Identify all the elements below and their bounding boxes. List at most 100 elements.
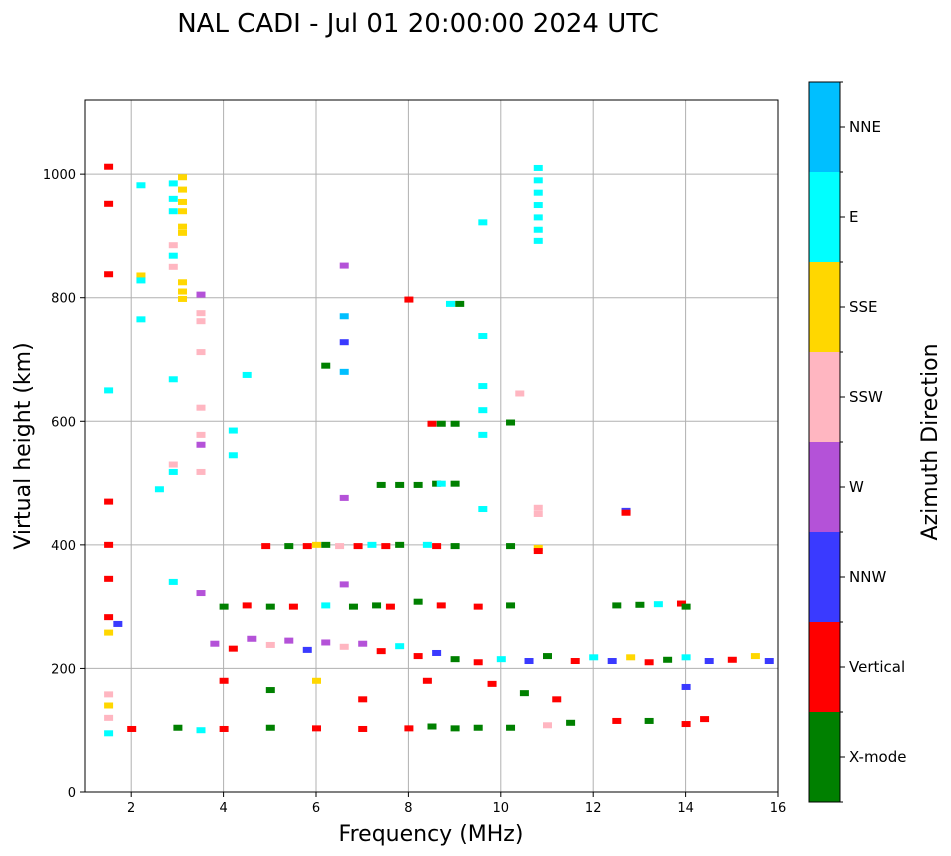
- x-tick-label-0: 2: [127, 801, 135, 816]
- echo-point-22: [168, 242, 178, 249]
- echo-point-50: [339, 262, 349, 269]
- echo-point-132: [413, 653, 423, 660]
- echo-point-139: [570, 658, 580, 665]
- echo-point-26: [168, 461, 178, 468]
- echo-point-14: [136, 182, 146, 189]
- echo-point-60: [478, 219, 488, 226]
- colorbar-swatch-w: [809, 442, 840, 532]
- echo-point-124: [265, 641, 275, 648]
- echo-point-117: [635, 601, 645, 608]
- echo-point-119: [676, 600, 686, 607]
- x-tick-label-2: 6: [312, 801, 320, 816]
- echo-point-133: [432, 649, 442, 656]
- echo-point-11: [104, 714, 114, 721]
- echo-point-19: [168, 180, 178, 187]
- echo-point-110: [372, 602, 382, 609]
- y-tick-label-3: 600: [51, 415, 76, 430]
- echo-point-118: [653, 601, 663, 608]
- echo-point-75: [533, 237, 543, 244]
- echo-point-113: [436, 602, 446, 609]
- echo-point-101: [422, 541, 432, 548]
- echo-point-12: [104, 730, 114, 737]
- echo-point-7: [104, 614, 114, 621]
- colorbar-tick-label-5: SSE: [849, 298, 878, 316]
- echo-point-165: [358, 725, 368, 732]
- echo-point-88: [450, 480, 460, 487]
- echo-point-138: [543, 653, 552, 660]
- echo-point-76: [533, 504, 543, 511]
- y-axis-ticks: 0 200 400 600 800 1000: [43, 168, 85, 801]
- echo-point-72: [533, 202, 543, 209]
- echo-point-154: [422, 677, 432, 684]
- echo-point-166: [404, 725, 414, 732]
- echo-point-66: [515, 390, 525, 397]
- echo-point-127: [321, 639, 331, 646]
- colorbar-label: Azimuth Direction: [918, 343, 943, 540]
- y-tick-label-2: 400: [51, 539, 76, 554]
- colorbar-swatch-nnw: [809, 532, 840, 622]
- echo-point-99: [381, 543, 391, 550]
- echo-point-141: [607, 658, 617, 665]
- colorbar-tick-label-1: Vertical: [849, 658, 905, 676]
- grid-lines: [85, 100, 779, 793]
- echo-point-150: [219, 677, 229, 684]
- echo-point-153: [358, 696, 368, 703]
- echo-point-54: [321, 362, 331, 369]
- echo-point-78: [533, 544, 543, 551]
- echo-point-63: [478, 407, 488, 414]
- echo-point-152: [312, 677, 321, 684]
- echo-point-92: [284, 543, 294, 550]
- echo-point-164: [312, 725, 321, 732]
- echo-point-91: [261, 543, 271, 550]
- echo-point-167: [427, 723, 437, 730]
- echo-point-147: [727, 656, 737, 663]
- echo-point-24: [168, 263, 178, 270]
- echo-point-142: [626, 654, 636, 661]
- echo-points: [104, 163, 774, 737]
- y-tick-label-1: 200: [51, 662, 76, 677]
- echo-point-10: [104, 702, 114, 709]
- echo-point-95: [321, 541, 331, 548]
- echo-point-58: [445, 300, 455, 307]
- echo-point-44: [196, 441, 206, 448]
- echo-point-130: [376, 648, 386, 655]
- colorbar-tick-label-6: E: [849, 208, 858, 226]
- echo-point-93: [302, 543, 312, 550]
- echo-point-36: [178, 288, 188, 295]
- echo-point-137: [524, 658, 534, 665]
- colorbar-tick-label-0: X-mode: [849, 748, 906, 766]
- colorbar-frame: [808, 81, 841, 803]
- echo-point-106: [265, 603, 275, 610]
- echo-point-83: [376, 481, 386, 488]
- echo-point-159: [127, 725, 137, 732]
- echo-point-23: [168, 252, 178, 259]
- x-tick-label-4: 10: [493, 801, 510, 816]
- echo-point-90: [621, 509, 631, 516]
- echo-point-17: [136, 316, 146, 323]
- echo-point-1: [104, 200, 114, 207]
- echo-point-163: [265, 724, 275, 731]
- echo-point-128: [339, 643, 349, 650]
- echo-point-81: [436, 420, 446, 427]
- echo-point-94: [312, 541, 321, 548]
- echo-point-33: [178, 223, 188, 230]
- colorbar-tick-label-3: W: [849, 478, 864, 496]
- echo-point-59: [455, 300, 465, 307]
- echo-point-4: [104, 498, 114, 505]
- colorbar-tick-label-7: NNE: [849, 118, 881, 136]
- echo-point-116: [612, 602, 622, 609]
- echo-point-40: [196, 318, 206, 325]
- echo-point-104: [219, 603, 229, 610]
- echo-point-170: [506, 724, 516, 731]
- echo-point-120: [681, 603, 691, 610]
- y-tick-label-5: 1000: [43, 168, 76, 183]
- echo-point-42: [196, 404, 206, 411]
- echo-point-107: [288, 603, 298, 610]
- echo-point-74: [533, 226, 543, 233]
- echo-point-8: [104, 629, 114, 636]
- plot-frame: [84, 99, 779, 793]
- echo-point-30: [178, 186, 188, 193]
- echo-point-16: [136, 277, 146, 284]
- echo-point-151: [265, 687, 275, 694]
